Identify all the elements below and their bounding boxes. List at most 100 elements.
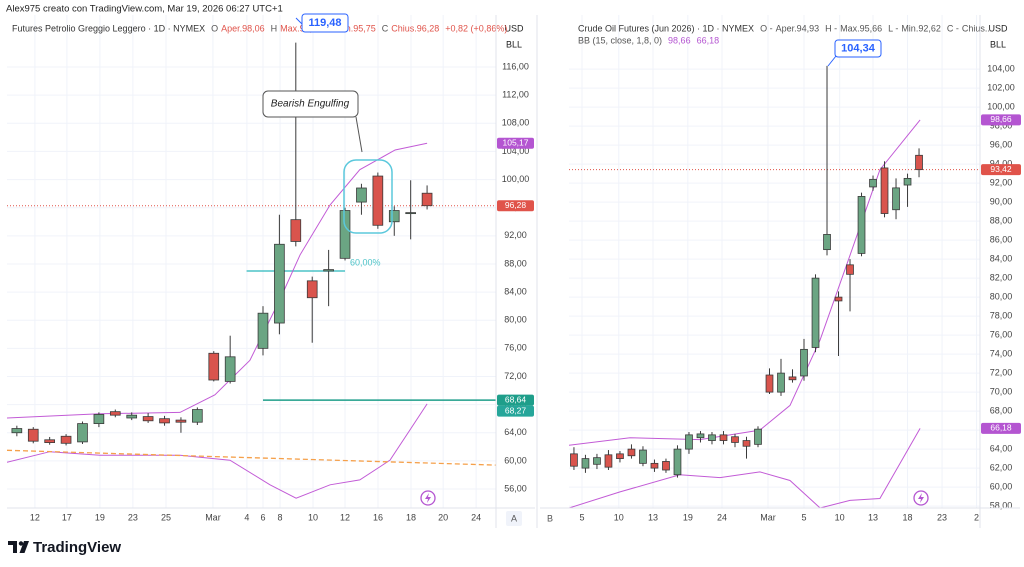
candle-body <box>673 448 682 476</box>
y-tick-label: 94,00 <box>990 159 1013 169</box>
callout-text: 119,48 <box>308 17 341 29</box>
candle-body <box>290 219 302 242</box>
candle-body <box>27 428 39 442</box>
candle-body <box>650 462 659 469</box>
candle-body <box>257 312 269 349</box>
candle-body <box>765 374 774 393</box>
callout-pointer <box>295 17 303 25</box>
x-tick-label: 8 <box>278 512 283 522</box>
candle-body <box>339 210 351 259</box>
price-change: +0,82 (+0,86%) <box>445 23 507 33</box>
candle-body <box>44 439 55 443</box>
candle-body <box>823 234 831 251</box>
candle-body <box>142 416 154 422</box>
x-tick-label: 12 <box>30 512 40 522</box>
candle-body <box>159 418 170 424</box>
price-tag-label: 66,18 <box>990 423 1012 433</box>
x-tick-label: 19 <box>95 512 105 522</box>
y-tick-label: 60,00 <box>990 481 1013 491</box>
price-tag <box>981 114 1021 126</box>
pane-button[interactable] <box>506 511 522 526</box>
y-tick-label: 104,00 <box>502 146 530 156</box>
y-tick-label: 82,00 <box>990 272 1013 282</box>
price-tag-label: 68,27 <box>505 405 527 415</box>
ohlc-key: C <box>382 23 389 33</box>
x-tick-label: 13 <box>648 512 658 522</box>
candle-body <box>604 454 613 468</box>
currency-label: USD <box>988 23 1008 33</box>
annotation-box <box>262 90 359 118</box>
price-tag <box>497 200 534 212</box>
y-tick-label: 56,00 <box>504 483 527 493</box>
screenshot-header: Alex975 creato con TradingView.com, Mar … <box>6 4 283 15</box>
candle-body <box>903 177 912 186</box>
y-tick-label: 92,00 <box>504 230 527 240</box>
y-tick-label: 112,00 <box>502 90 529 100</box>
candle-body <box>846 264 854 275</box>
candle-body <box>224 356 236 382</box>
x-tick-label: Mar <box>205 512 221 522</box>
ohlc-key: O - <box>760 23 773 33</box>
pane-button-label[interactable]: B <box>547 513 553 523</box>
candle-body <box>109 411 121 416</box>
candle-body <box>811 277 820 348</box>
price-tag-label: 96,28 <box>505 200 527 210</box>
x-tick-label: 20 <box>438 512 448 522</box>
plot-area <box>7 42 496 499</box>
indicator-line <box>7 403 428 499</box>
ohlc-value: Aper.94,93 <box>776 23 820 33</box>
x-tick-label: Mar <box>760 512 776 522</box>
price-tag <box>497 405 534 417</box>
y-tick-label: 76,00 <box>504 343 527 353</box>
candle-body <box>77 423 88 443</box>
candle-body <box>915 154 923 171</box>
x-tick-label: 10 <box>614 512 624 522</box>
ohlc-value: Chius... <box>962 23 993 33</box>
candle-body <box>892 187 900 211</box>
candle-body <box>742 440 751 447</box>
candle-body <box>800 348 808 377</box>
y-tick-label: 104,00 <box>987 64 1015 74</box>
ohlc-key: L - <box>888 23 898 33</box>
candle-body <box>323 269 334 272</box>
y-tick-label: 100,00 <box>987 102 1015 112</box>
price-tag-label: 68,64 <box>505 394 527 404</box>
y-tick-label: 86,00 <box>990 235 1013 245</box>
candle-body <box>719 434 728 441</box>
candle-body <box>731 436 739 443</box>
x-tick-label: 10 <box>835 512 845 522</box>
candle-body <box>754 428 762 445</box>
x-tick-label: 24 <box>717 512 727 522</box>
x-tick-label: 5 <box>579 512 584 522</box>
chart-title: Crude Oil Futures (Jun 2026) · 1D · NYME… <box>578 23 754 33</box>
candle-body <box>306 280 318 299</box>
x-tick-label: 4 <box>244 512 249 522</box>
callout-box <box>834 39 882 58</box>
x-tick-label: 25 <box>161 512 171 522</box>
y-tick-label: 84,00 <box>990 254 1013 264</box>
x-tick-label: 10 <box>308 512 318 522</box>
candle-body <box>685 434 693 450</box>
x-tick-label: 16 <box>373 512 383 522</box>
y-tick-label: 108,00 <box>502 118 530 128</box>
x-tick-label: 13 <box>868 512 878 522</box>
candle-body <box>372 175 384 226</box>
alert-icon[interactable] <box>420 490 436 506</box>
candle-body <box>616 453 624 460</box>
ohlc-key: H - <box>825 23 837 33</box>
price-tag-label: 93,42 <box>990 164 1012 174</box>
candle-body <box>356 187 367 203</box>
candle-body <box>405 212 416 215</box>
pane-button-label[interactable]: A <box>511 513 517 523</box>
candle-body <box>274 243 285 324</box>
currency-label: USD <box>504 23 524 33</box>
y-tick-label: 84,00 <box>504 286 527 296</box>
fib-level-label: 60,00% <box>350 257 381 267</box>
ohlc-value: Max.95,66 <box>840 23 882 33</box>
alert-icon[interactable] <box>913 490 929 506</box>
ohlc-value: Chius.96,28 <box>391 23 439 33</box>
x-tick-label: 18 <box>903 512 913 522</box>
indicator-line <box>7 449 496 466</box>
